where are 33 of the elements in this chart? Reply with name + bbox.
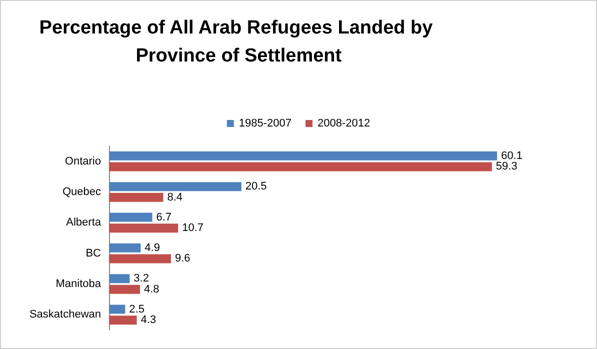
data-label: 4.3 [140,314,156,326]
bar [109,243,141,252]
y-tick-label: Alberta [66,216,102,229]
bar [109,274,130,284]
data-label: 8.4 [167,191,183,204]
data-label: 6.7 [156,211,172,224]
data-label: 9.6 [174,252,190,265]
bar [109,151,498,160]
bar [109,224,178,233]
y-tick-label: Quebec [62,186,102,198]
y-tick-label: Manitoba [56,278,102,290]
data-label: 59.3 [496,160,518,173]
data-label: 60.1 [501,150,522,162]
y-tick-label: BC [86,247,102,260]
data-label: 2.5 [129,303,144,316]
bar [109,182,242,192]
bar [109,284,140,294]
data-label: 20.5 [245,180,267,193]
y-tick-label: Ontario [64,155,101,168]
bar [109,254,171,264]
bar [109,212,152,222]
bar [109,316,137,325]
y-tick-label: Saskatchewan [29,308,101,321]
chart-title: Percentage of All Arab Refugees Landed by Province of Settlement [39,18,434,66]
data-label: 10.7 [182,222,204,234]
legend-label: 2008-2012 [318,118,370,130]
bar [109,304,126,314]
legend-label: 1985-2007 [238,118,292,130]
data-label: 4.8 [144,283,160,296]
data-label: 3.2 [134,272,149,285]
data-label: 4.9 [144,242,160,254]
bar [109,192,164,202]
bar [109,162,492,172]
